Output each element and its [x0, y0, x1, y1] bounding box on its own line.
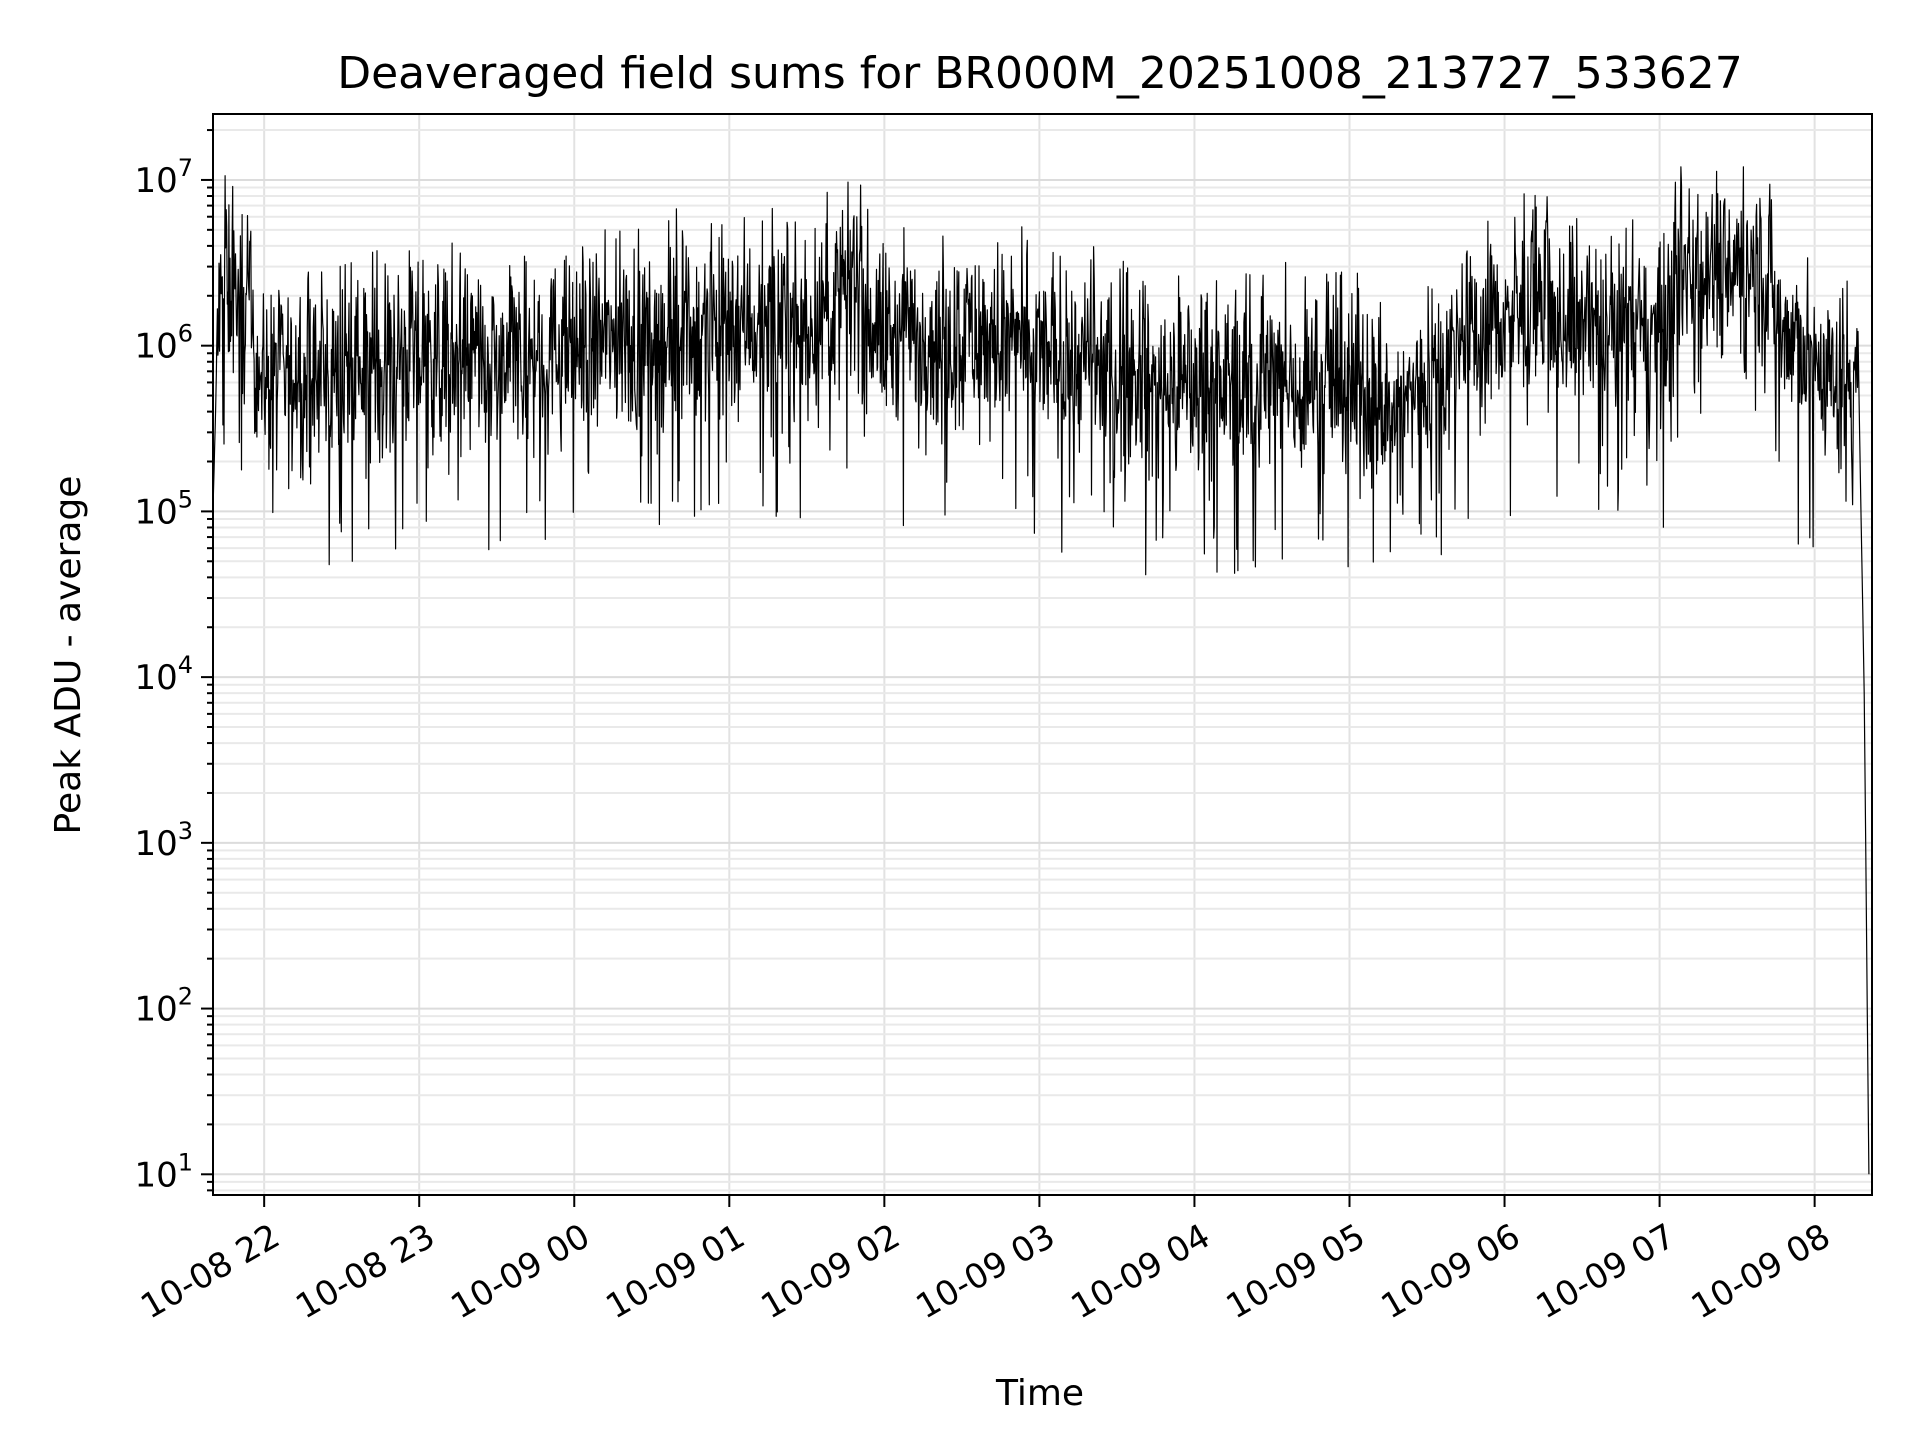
x-axis-label: Time: [995, 1373, 1084, 1414]
y-tick-base: 10: [134, 161, 177, 201]
y-tick-base: 10: [134, 658, 177, 698]
y-tick-base: 10: [134, 327, 177, 367]
y-tick-label: 105: [134, 485, 193, 532]
series-line: [212, 166, 1870, 1175]
y-tick-exponent: 6: [178, 320, 193, 348]
y-tick-label: 102: [134, 983, 193, 1030]
x-tick-label: 10-09 03: [910, 1216, 1062, 1327]
y-tick-label: 106: [134, 320, 193, 367]
chart-title: Deaveraged field sums for BR000M_2025100…: [337, 48, 1743, 99]
x-tick-label: 10-09 01: [599, 1216, 751, 1327]
x-axis-ticks: 10-08 22 10-08 23 10-09 00 10-09 01 10-09 02…: [134, 1195, 1837, 1327]
y-tick-exponent: 7: [178, 154, 193, 182]
y-tick-base: 10: [134, 824, 177, 864]
y-tick-label: 107: [134, 154, 193, 201]
y-tick-exponent: 1: [178, 1148, 193, 1176]
y-axis-label: Peak ADU - average: [48, 476, 89, 835]
series-path: [212, 166, 1870, 1175]
x-tick-label: 10-09 07: [1530, 1216, 1682, 1327]
x-tick-label: 10-09 04: [1065, 1216, 1217, 1327]
x-tick-label: 10-09 05: [1220, 1216, 1372, 1327]
x-tick-label: 10-09 08: [1685, 1216, 1837, 1327]
y-tick-exponent: 5: [178, 485, 193, 513]
y-tick-exponent: 2: [178, 983, 193, 1011]
x-tick-label: 10-09 02: [754, 1216, 906, 1327]
x-tick-label: 10-09 00: [444, 1216, 596, 1327]
y-tick-base: 10: [134, 492, 177, 532]
y-tick-base: 10: [134, 990, 177, 1030]
y-tick-label: 103: [134, 817, 193, 864]
y-tick-exponent: 4: [178, 651, 193, 679]
y-tick-base: 10: [134, 1155, 177, 1195]
x-tick-label: 10-08 23: [289, 1216, 441, 1327]
x-tick-label: 10-09 06: [1375, 1216, 1527, 1327]
x-tick-label: 10-08 22: [134, 1216, 286, 1327]
y-tick-label: 104: [134, 651, 193, 698]
y-tick-label: 101: [134, 1148, 193, 1195]
y-tick-exponent: 3: [178, 817, 193, 845]
plot-frame: [212, 113, 1873, 1196]
